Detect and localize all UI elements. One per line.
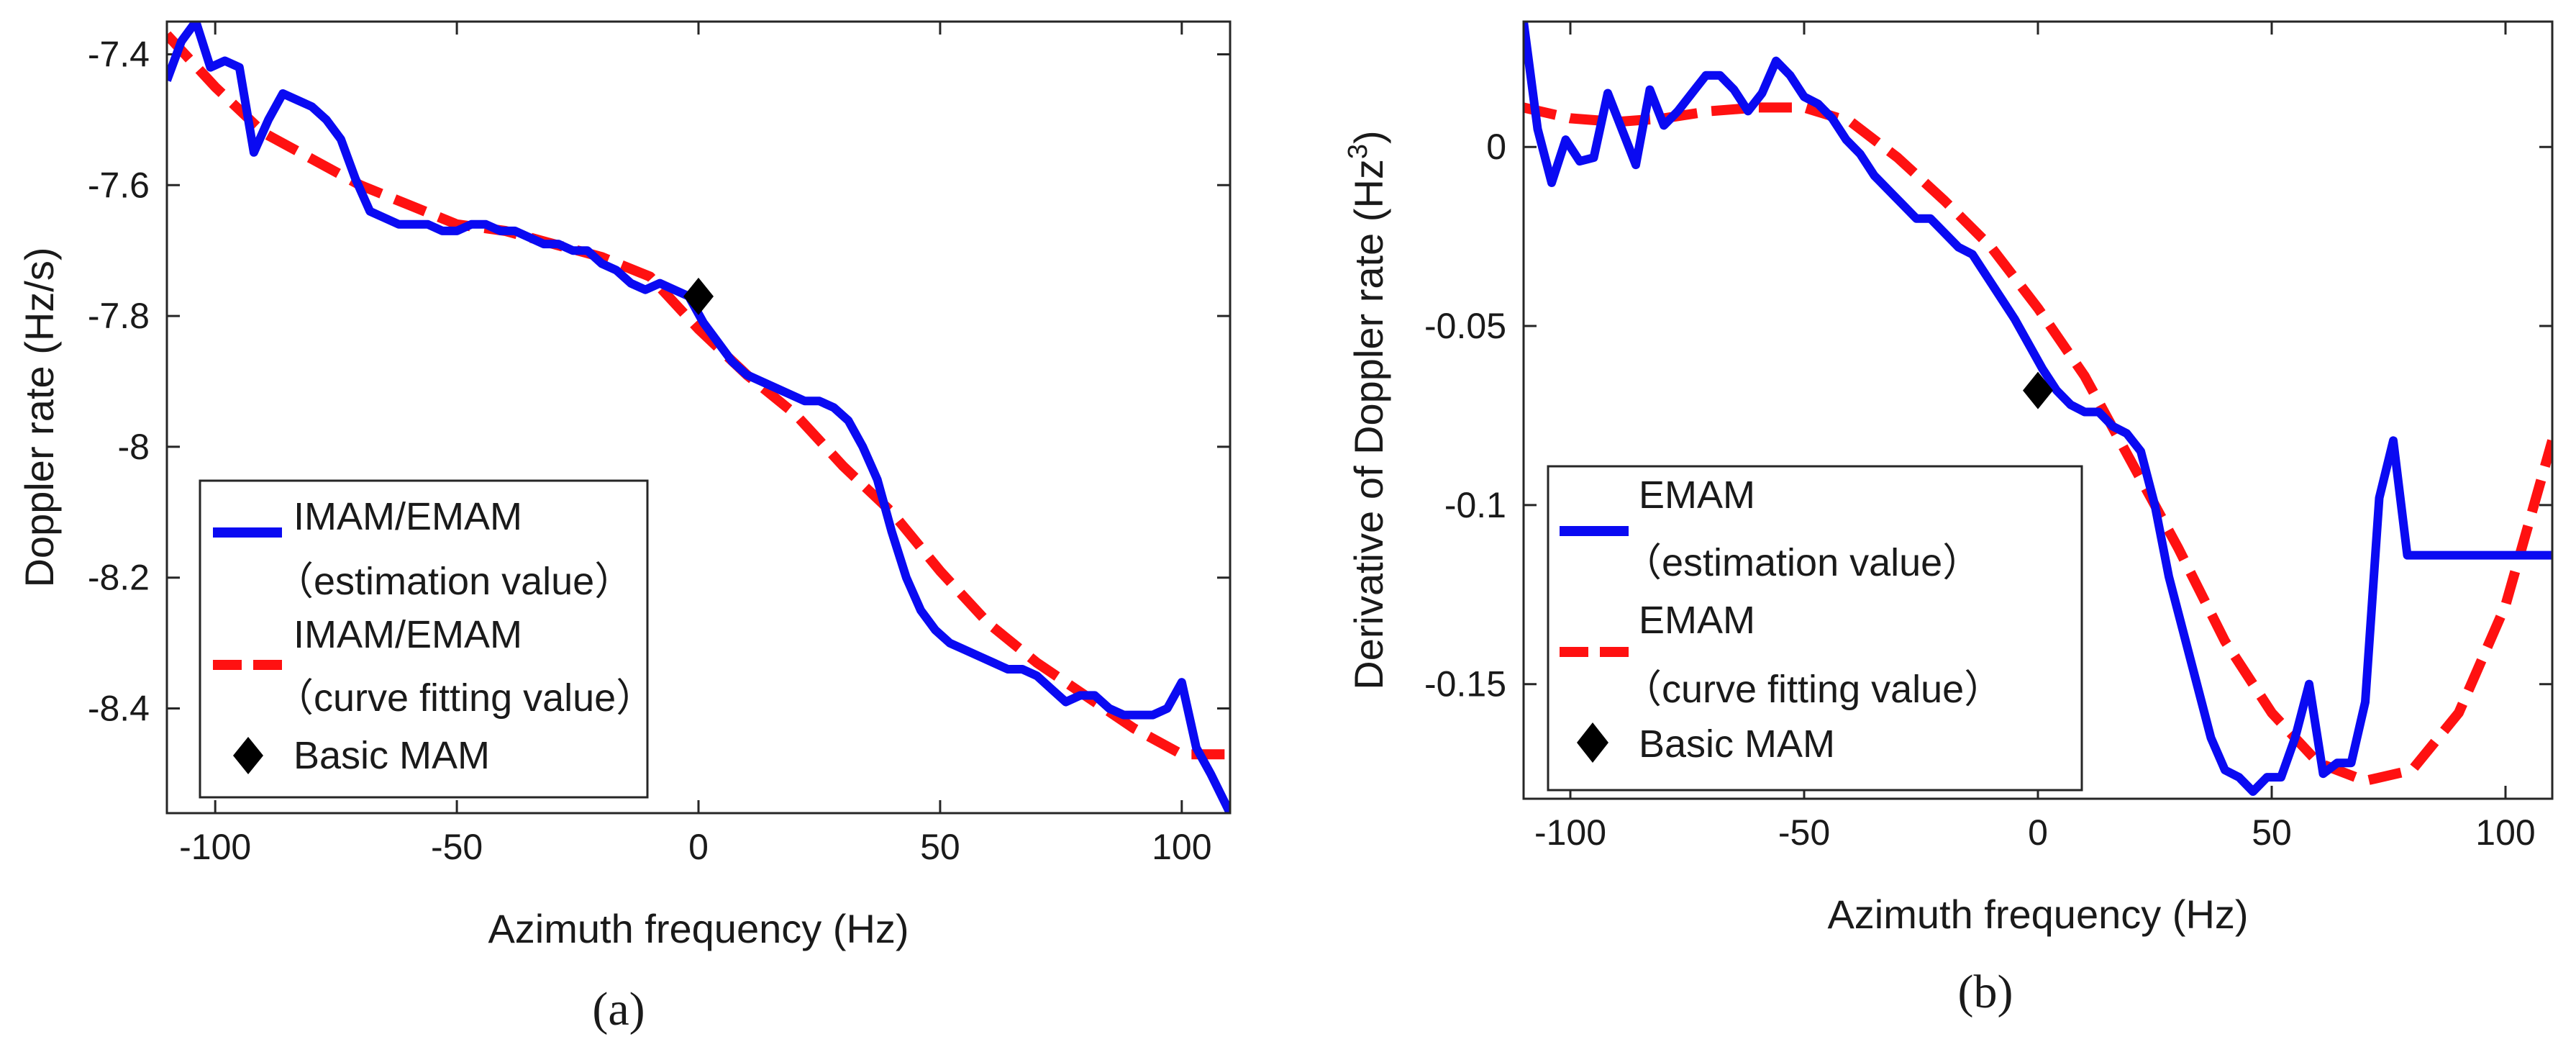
legend-box-b [1547, 465, 2083, 792]
x-tick-label-a: -50 [431, 827, 483, 867]
y-ticks-a: -7.4 -7.6 -7.8 -8 -8.2 -8.4 [88, 34, 1230, 729]
legend-b: EMAM （estimation value） EMAM （curve fitt… [1547, 465, 2083, 792]
y-axis-label-b-end: ) [1346, 130, 1391, 144]
y-axis-label-b-sup: 3 [1343, 144, 1373, 159]
series-a [167, 22, 1230, 813]
panel-label-a: (a) [592, 983, 645, 1035]
x-tick-label-b: -50 [1778, 812, 1830, 853]
basic-mam-marker-b [2023, 371, 2053, 409]
curve-fitting-line-b [1524, 102, 2552, 787]
chart-a: -100 -50 0 50 100 -7.4 -7.6 -7.8 -8 -8.2 -8.4 IMA… [17, 20, 1232, 1035]
legend-marker-swatch-b [1577, 722, 1608, 763]
y-tick-label-a: -7.8 [88, 296, 150, 336]
x-axis-label-a: Azimuth frequency (Hz) [488, 906, 909, 951]
y-tick-label-a: -8.2 [88, 558, 150, 598]
x-tick-label-b: 0 [2028, 812, 2048, 853]
y-tick-label-b: -0.1 [1444, 485, 1506, 525]
y-axis-label-a: Doppler rate (Hz/s) [17, 247, 62, 587]
plot-frame-b [1522, 20, 2554, 800]
estimation-line-b [1524, 22, 2552, 796]
x-axis-label-b: Azimuth frequency (Hz) [1827, 892, 2248, 937]
legend-estimation-sublabel-b: （estimation value） [1623, 541, 1981, 584]
y-tick-label-a: -7.4 [88, 34, 150, 74]
x-tick-label-a: 100 [1152, 827, 1211, 867]
y-ticks-b: 0 -0.05 -0.1 -0.15 [1424, 127, 2552, 704]
legend-marker-label-a: Basic MAM [293, 734, 490, 777]
legend-fit-sublabel-b: （curve fitting value） [1623, 668, 2003, 711]
plot-frame-a [165, 20, 1232, 815]
y-tick-label-b: -0.05 [1424, 306, 1506, 346]
x-tick-label-b: -100 [1534, 812, 1606, 853]
basic-mam-marker-a [683, 277, 714, 315]
legend-fit-sublabel-a: （curve fitting value） [275, 676, 655, 720]
x-tick-label-b: 100 [2475, 812, 2535, 853]
curve-fitting-line-a [167, 31, 1230, 760]
series-b [1524, 22, 2552, 796]
y-axis-label-b: Derivative of Doppler rate (Hz3) [1343, 130, 1391, 689]
legend-a: IMAM/EMAM （estimation value） IMAM/EMAM （… [199, 479, 655, 799]
legend-fit-label-b: EMAM [1639, 599, 1755, 642]
x-tick-label-b: 50 [2252, 812, 2292, 853]
x-tick-label-a: -100 [179, 827, 251, 867]
y-axis-label-b-main: Derivative of Doppler rate (Hz [1346, 159, 1391, 690]
legend-estimation-sublabel-a: （estimation value） [275, 560, 633, 603]
x-tick-label-a: 50 [920, 827, 960, 867]
series-clip-b [1524, 22, 2552, 796]
y-tick-label-a: -8 [118, 427, 150, 467]
x-ticks-b: -100 -50 0 50 100 [1534, 22, 2536, 853]
y-tick-label-a: -8.4 [88, 689, 150, 729]
series-clip-a [167, 22, 1230, 813]
x-tick-label-a: 0 [688, 827, 709, 867]
y-tick-label-a: -7.6 [88, 165, 150, 205]
y-tick-label-b: -0.15 [1424, 664, 1506, 704]
legend-estimation-label-a: IMAM/EMAM [293, 495, 522, 538]
chart-b: -100 -50 0 50 100 0 -0.05 -0.1 -0.15 EMAM （esti… [1343, 20, 2554, 1018]
legend-fit-label-a: IMAM/EMAM [293, 613, 522, 656]
y-tick-label-b: 0 [1486, 127, 1506, 167]
legend-estimation-label-b: EMAM [1639, 473, 1755, 517]
x-ticks-a: -100 -50 0 50 100 [179, 22, 1212, 867]
legend-marker-label-b: Basic MAM [1639, 722, 1835, 766]
panel-label-b: (b) [1958, 966, 2013, 1018]
legend-marker-swatch-a [233, 737, 263, 774]
